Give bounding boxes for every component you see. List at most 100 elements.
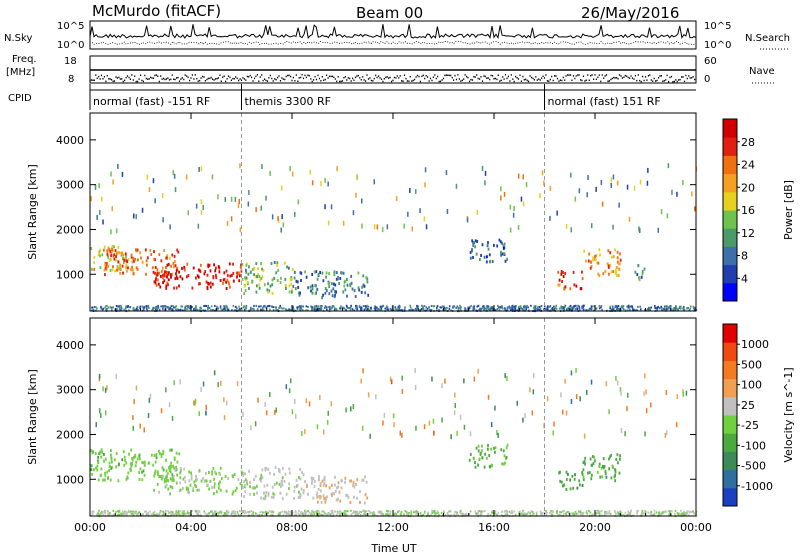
speckle-cell xyxy=(682,180,684,186)
blob-cell xyxy=(487,443,489,447)
scatter-cell xyxy=(152,307,155,310)
scatter-cell xyxy=(260,305,262,308)
blob-cell xyxy=(111,248,113,251)
scatter-cell xyxy=(612,308,614,311)
blob-cell xyxy=(153,474,156,478)
speckle-cell xyxy=(195,203,198,209)
scatter-cell xyxy=(448,307,451,310)
speckle-cell xyxy=(459,414,462,420)
scatter-cell xyxy=(545,513,548,516)
scatter-cell xyxy=(486,306,489,309)
scatter-cell xyxy=(616,308,618,310)
blob-cell xyxy=(176,468,178,471)
blob-cell xyxy=(243,292,246,296)
scatter-cell xyxy=(524,512,526,515)
scatter-cell xyxy=(178,308,180,311)
scatter-cell xyxy=(481,307,484,310)
scatter-cell xyxy=(659,512,661,515)
blob-cell xyxy=(246,482,249,486)
scatter-cell xyxy=(177,510,180,513)
blob-cell xyxy=(597,272,600,276)
blob-cell xyxy=(110,254,112,258)
scatter-cell xyxy=(209,510,212,513)
scatter-cell xyxy=(656,306,659,309)
speckle-cell xyxy=(234,196,237,202)
blob-cell xyxy=(127,266,129,270)
blob-cell xyxy=(477,463,479,467)
blob-cell xyxy=(306,483,308,487)
scatter-cell xyxy=(445,307,448,310)
scatter-cell xyxy=(436,305,439,307)
blob-cell xyxy=(276,263,279,267)
blob-cell xyxy=(107,255,109,259)
scatter-cell xyxy=(608,511,611,514)
scatter-cell xyxy=(259,308,262,311)
blob-cell xyxy=(165,284,168,288)
blob-cell xyxy=(142,469,145,473)
scatter-cell xyxy=(374,305,376,308)
speckle-cell xyxy=(168,402,171,408)
speckle-cell xyxy=(601,201,604,207)
blob-cell xyxy=(279,281,282,284)
x-tick-label: 00:00 xyxy=(74,521,106,534)
scatter-cell xyxy=(261,308,263,311)
blob-cell xyxy=(103,459,105,463)
blob-cell xyxy=(176,460,179,464)
scatter-cell xyxy=(513,510,515,513)
blob-cell xyxy=(122,253,124,257)
speckle-cell xyxy=(326,419,329,425)
scatter-cell xyxy=(106,304,108,307)
blob-cell xyxy=(322,483,325,487)
blob-cell xyxy=(598,248,601,252)
colorbar-swatch xyxy=(723,360,737,380)
speckle-cell xyxy=(564,378,566,384)
blob-cell xyxy=(481,456,484,460)
scatter-cell xyxy=(364,512,367,515)
scatter-cell xyxy=(223,306,226,309)
scatter-cell xyxy=(605,512,608,515)
blob-cell xyxy=(233,472,236,476)
scatter-cell xyxy=(162,307,164,310)
blob-cell xyxy=(560,480,563,484)
scatter-cell xyxy=(213,512,215,515)
blob-cell xyxy=(316,287,319,291)
blob-cell xyxy=(253,478,255,482)
scatter-cell xyxy=(320,514,323,517)
blob-cell xyxy=(499,240,502,244)
blob-cell xyxy=(268,289,271,293)
scatter-cell xyxy=(297,512,300,515)
blob-cell xyxy=(181,277,184,281)
blob-cell xyxy=(223,277,226,281)
scatter-cell xyxy=(668,510,670,513)
blob-cell xyxy=(143,473,146,477)
scatter-cell xyxy=(118,513,121,516)
speckle-cell xyxy=(135,214,137,220)
scatter-cell xyxy=(537,308,540,311)
scatter-cell xyxy=(194,307,197,310)
blob-cell xyxy=(205,479,208,483)
blob-cell xyxy=(124,252,127,256)
blob-cell xyxy=(350,274,353,278)
scatter-cell xyxy=(613,509,616,512)
blob-cell xyxy=(272,495,275,499)
blob-cell xyxy=(366,280,369,284)
scatter-cell xyxy=(358,306,361,309)
scatter-cell xyxy=(619,510,622,513)
x-tick-label: 00:00 xyxy=(680,521,712,534)
speckle-cell xyxy=(671,189,673,195)
speckle-cell xyxy=(556,210,558,216)
scatter-cell xyxy=(298,514,301,517)
scatter-cell xyxy=(505,514,508,517)
scatter-cell xyxy=(455,307,457,309)
speckle-cell xyxy=(509,204,512,210)
speckle-cell xyxy=(586,389,588,395)
scatter-cell xyxy=(477,304,480,307)
blob-cell xyxy=(352,480,355,484)
scatter-cell xyxy=(291,511,294,514)
scatter-cell xyxy=(194,510,197,513)
blob-cell xyxy=(359,500,361,504)
blob-cell xyxy=(261,468,264,472)
scatter-cell xyxy=(173,513,176,516)
speckle-cell xyxy=(336,166,338,172)
blob-cell xyxy=(248,265,250,269)
